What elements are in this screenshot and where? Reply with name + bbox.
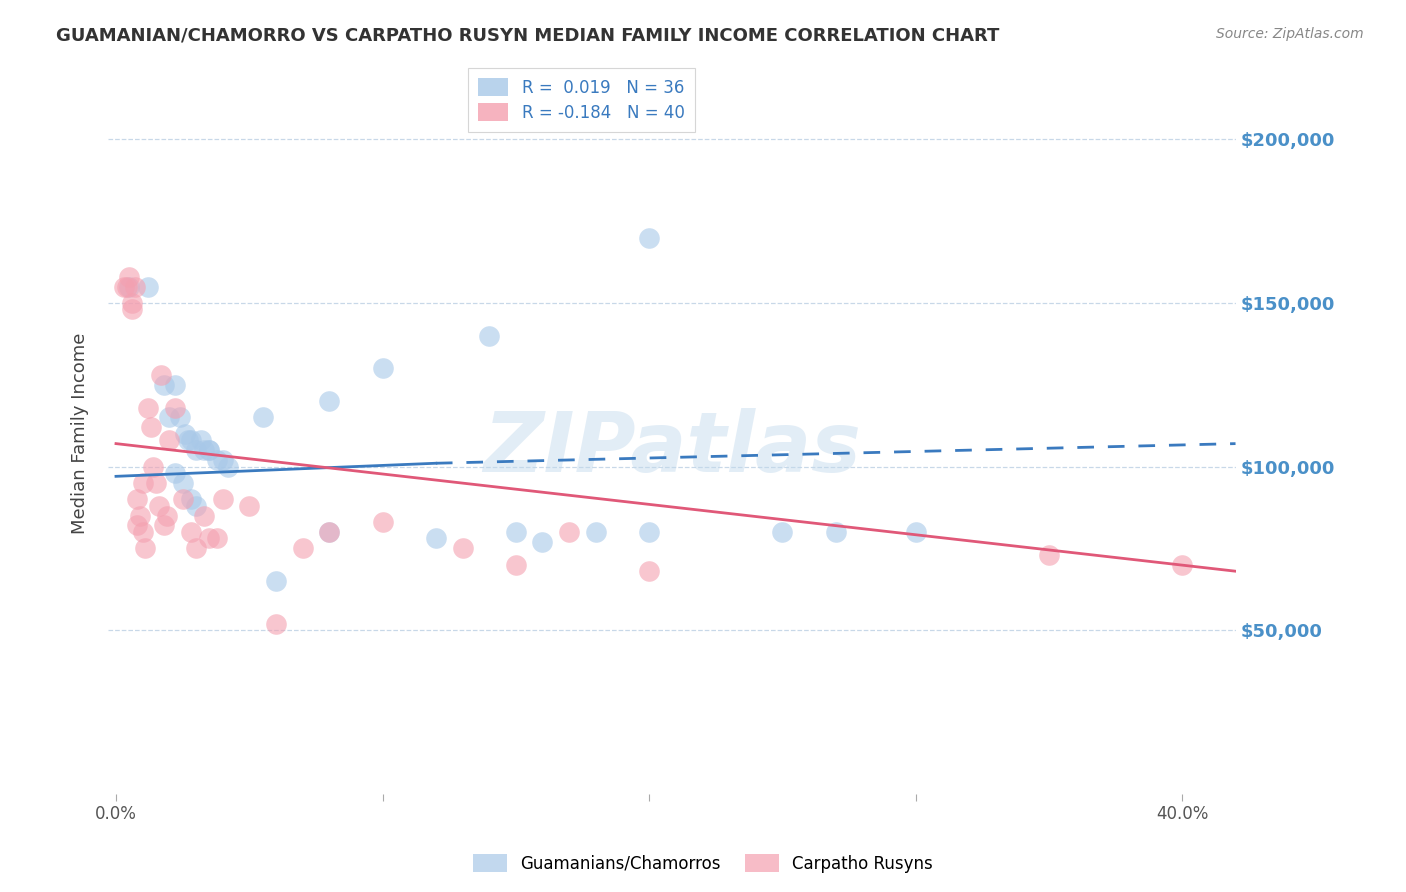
- Point: [180, 524, 202, 539]
- Point: [198, 443, 221, 458]
- Point: [163, 466, 186, 480]
- Point: [129, 508, 152, 523]
- Point: [211, 492, 233, 507]
- Point: [193, 508, 215, 523]
- Point: [638, 524, 661, 539]
- Point: [131, 475, 153, 490]
- Point: [127, 518, 149, 533]
- Point: [770, 524, 793, 539]
- Point: [371, 361, 394, 376]
- Point: [136, 279, 159, 293]
- Text: GUAMANIAN/CHAMORRO VS CARPATHO RUSYN MEDIAN FAMILY INCOME CORRELATION CHART: GUAMANIAN/CHAMORRO VS CARPATHO RUSYN MED…: [56, 27, 1000, 45]
- Point: [118, 269, 141, 284]
- Point: [150, 368, 173, 382]
- Point: [190, 434, 212, 448]
- Point: [531, 534, 554, 549]
- Point: [180, 434, 202, 448]
- Point: [318, 524, 340, 539]
- Point: [118, 279, 141, 293]
- Y-axis label: Median Family Income: Median Family Income: [72, 333, 89, 534]
- Point: [157, 434, 180, 448]
- Point: [184, 499, 207, 513]
- Point: [505, 524, 527, 539]
- Point: [558, 524, 581, 539]
- Point: [904, 524, 927, 539]
- Point: [121, 302, 143, 317]
- Point: [252, 410, 274, 425]
- Point: [157, 410, 180, 425]
- Point: [112, 279, 135, 293]
- Point: [139, 420, 162, 434]
- Point: [264, 616, 287, 631]
- Point: [136, 401, 159, 415]
- Legend: R =  0.019   N = 36, R = -0.184   N = 40: R = 0.019 N = 36, R = -0.184 N = 40: [468, 68, 695, 132]
- Point: [115, 279, 138, 293]
- Point: [217, 459, 239, 474]
- Point: [156, 508, 179, 523]
- Point: [163, 377, 186, 392]
- Point: [145, 475, 167, 490]
- Point: [1171, 558, 1194, 572]
- Point: [238, 499, 260, 513]
- Point: [174, 426, 197, 441]
- Point: [371, 515, 394, 529]
- Point: [127, 492, 149, 507]
- Point: [148, 499, 170, 513]
- Point: [638, 230, 661, 244]
- Point: [198, 443, 221, 458]
- Point: [177, 434, 200, 448]
- Point: [163, 401, 186, 415]
- Point: [291, 541, 314, 556]
- Point: [1038, 548, 1060, 562]
- Point: [425, 532, 447, 546]
- Point: [211, 453, 233, 467]
- Point: [318, 394, 340, 409]
- Point: [180, 492, 202, 507]
- Point: [451, 541, 474, 556]
- Point: [585, 524, 607, 539]
- Point: [478, 328, 501, 343]
- Point: [121, 296, 143, 310]
- Point: [505, 558, 527, 572]
- Point: [318, 524, 340, 539]
- Text: ZIPatlas: ZIPatlas: [482, 408, 860, 489]
- Legend: Guamanians/Chamorros, Carpatho Rusyns: Guamanians/Chamorros, Carpatho Rusyns: [467, 847, 939, 880]
- Point: [198, 532, 221, 546]
- Point: [824, 524, 846, 539]
- Point: [207, 453, 229, 467]
- Point: [184, 541, 207, 556]
- Point: [172, 475, 194, 490]
- Point: [184, 443, 207, 458]
- Text: Source: ZipAtlas.com: Source: ZipAtlas.com: [1216, 27, 1364, 41]
- Point: [172, 492, 194, 507]
- Point: [142, 459, 165, 474]
- Point: [193, 443, 215, 458]
- Point: [264, 574, 287, 588]
- Point: [207, 532, 229, 546]
- Point: [638, 564, 661, 578]
- Point: [153, 377, 176, 392]
- Point: [124, 279, 146, 293]
- Point: [153, 518, 176, 533]
- Point: [131, 524, 153, 539]
- Point: [169, 410, 191, 425]
- Point: [134, 541, 156, 556]
